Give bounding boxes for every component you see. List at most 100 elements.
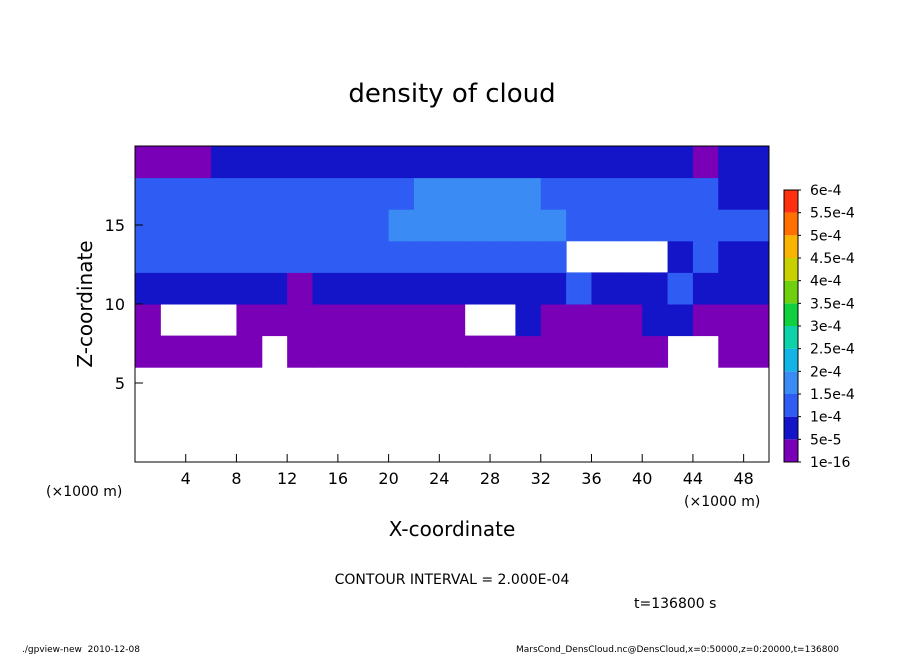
contour-cell [566, 146, 592, 179]
contour-cell [185, 335, 212, 368]
contour-cell [363, 209, 390, 242]
contour-cell [743, 335, 770, 368]
contour-cell [337, 272, 364, 305]
contour-cell [718, 146, 745, 179]
contour-cell [591, 209, 618, 242]
colorbar-label: 5e-5 [810, 432, 841, 448]
contour-cell [413, 304, 440, 337]
contour-cell [160, 335, 187, 368]
x-tick-label: 48 [733, 469, 753, 488]
contour-cell [490, 335, 516, 368]
contour-cell [566, 335, 592, 368]
contour-cell [591, 335, 618, 368]
contour-cell [692, 209, 719, 242]
y-tick-label: 15 [105, 216, 125, 235]
colorbar-segment [784, 371, 798, 394]
contour-cell [439, 304, 466, 337]
colorbar-segment [784, 416, 798, 440]
footer-right: MarsCond_DensCloud.nc@DensCloud,x=0:5000… [516, 645, 839, 654]
contour-cell [388, 209, 415, 242]
contour-cell [135, 146, 161, 179]
contour-cell [566, 209, 592, 242]
time-label: t=136800 s [634, 596, 716, 612]
colorbar-label: 2.5e-4 [810, 342, 855, 358]
x-tick-label: 24 [429, 469, 449, 488]
contour-cell [388, 146, 415, 179]
contour-cell [667, 209, 694, 242]
contour-cell [464, 209, 491, 242]
contour-cell [540, 146, 567, 179]
contour-cell [261, 272, 288, 305]
contour-cell [185, 240, 212, 273]
contour-cell [566, 177, 592, 210]
contour-cell [464, 177, 491, 210]
contour-cell [211, 177, 237, 210]
contour-cell [363, 335, 390, 368]
contour-cell [515, 146, 542, 179]
contour-cell [667, 272, 694, 305]
y-unit: (×1000 m) [46, 484, 122, 500]
contour-cell [515, 240, 542, 273]
contour-cell [185, 272, 212, 305]
contour-cell [692, 272, 719, 305]
contour-cell [185, 177, 212, 210]
contour-cell [718, 335, 745, 368]
contour-cell [287, 272, 314, 305]
contour-cell [718, 209, 745, 242]
contour-cell [642, 272, 669, 305]
contour-cell [236, 177, 263, 210]
contour-cell [439, 177, 466, 210]
contour-cell [363, 177, 390, 210]
contour-cell [287, 304, 314, 337]
contour-cell [667, 240, 694, 273]
contour-cell [211, 335, 237, 368]
contour-cell [135, 335, 161, 368]
colorbar-segment [784, 348, 798, 372]
contour-cell [743, 272, 770, 305]
colorbar-label: 2e-4 [810, 364, 842, 380]
y-axis-label: Z-coordinate [73, 240, 97, 367]
contour-cell [566, 304, 592, 337]
contour-cell [439, 272, 466, 305]
contour-cell [388, 335, 415, 368]
contour-cell [464, 240, 491, 273]
contour-cell [743, 146, 770, 179]
contour-cell [591, 146, 618, 179]
contour-cell [616, 146, 643, 179]
x-axis-label: X-coordinate [389, 517, 516, 541]
contour-cell [413, 335, 440, 368]
contour-cell [490, 177, 516, 210]
contour-cell [337, 177, 364, 210]
contour-cell [616, 304, 643, 337]
x-tick-label: 20 [378, 469, 398, 488]
colorbar-segment [784, 303, 798, 326]
contour-cell [743, 304, 770, 337]
colorbar-label: 6e-4 [810, 183, 842, 199]
contour-cell [312, 272, 339, 305]
contour-cell [642, 209, 669, 242]
contour-cell [540, 209, 567, 242]
x-tick-label: 12 [277, 469, 297, 488]
contour-cell [312, 177, 339, 210]
colorbar-segment [784, 235, 798, 258]
contour-cell [464, 335, 491, 368]
x-unit: (×1000 m) [684, 494, 760, 510]
contour-cell [160, 146, 187, 179]
contour-cell [236, 146, 263, 179]
contour-cell [337, 209, 364, 242]
contour-cell [185, 209, 212, 242]
contour-cell [185, 146, 212, 179]
contour-cell [160, 177, 187, 210]
contour-cell [743, 240, 770, 273]
contour-cell [718, 304, 745, 337]
contour-cell [718, 272, 745, 305]
contour-cell [642, 177, 669, 210]
contour-cell [540, 304, 567, 337]
x-tick-label: 44 [683, 469, 703, 488]
x-tick-label: 4 [181, 469, 191, 488]
x-tick-label: 8 [231, 469, 241, 488]
contour-cell [642, 304, 669, 337]
contour-cell [667, 177, 694, 210]
contour-cell [287, 240, 314, 273]
contour-cell [337, 240, 364, 273]
